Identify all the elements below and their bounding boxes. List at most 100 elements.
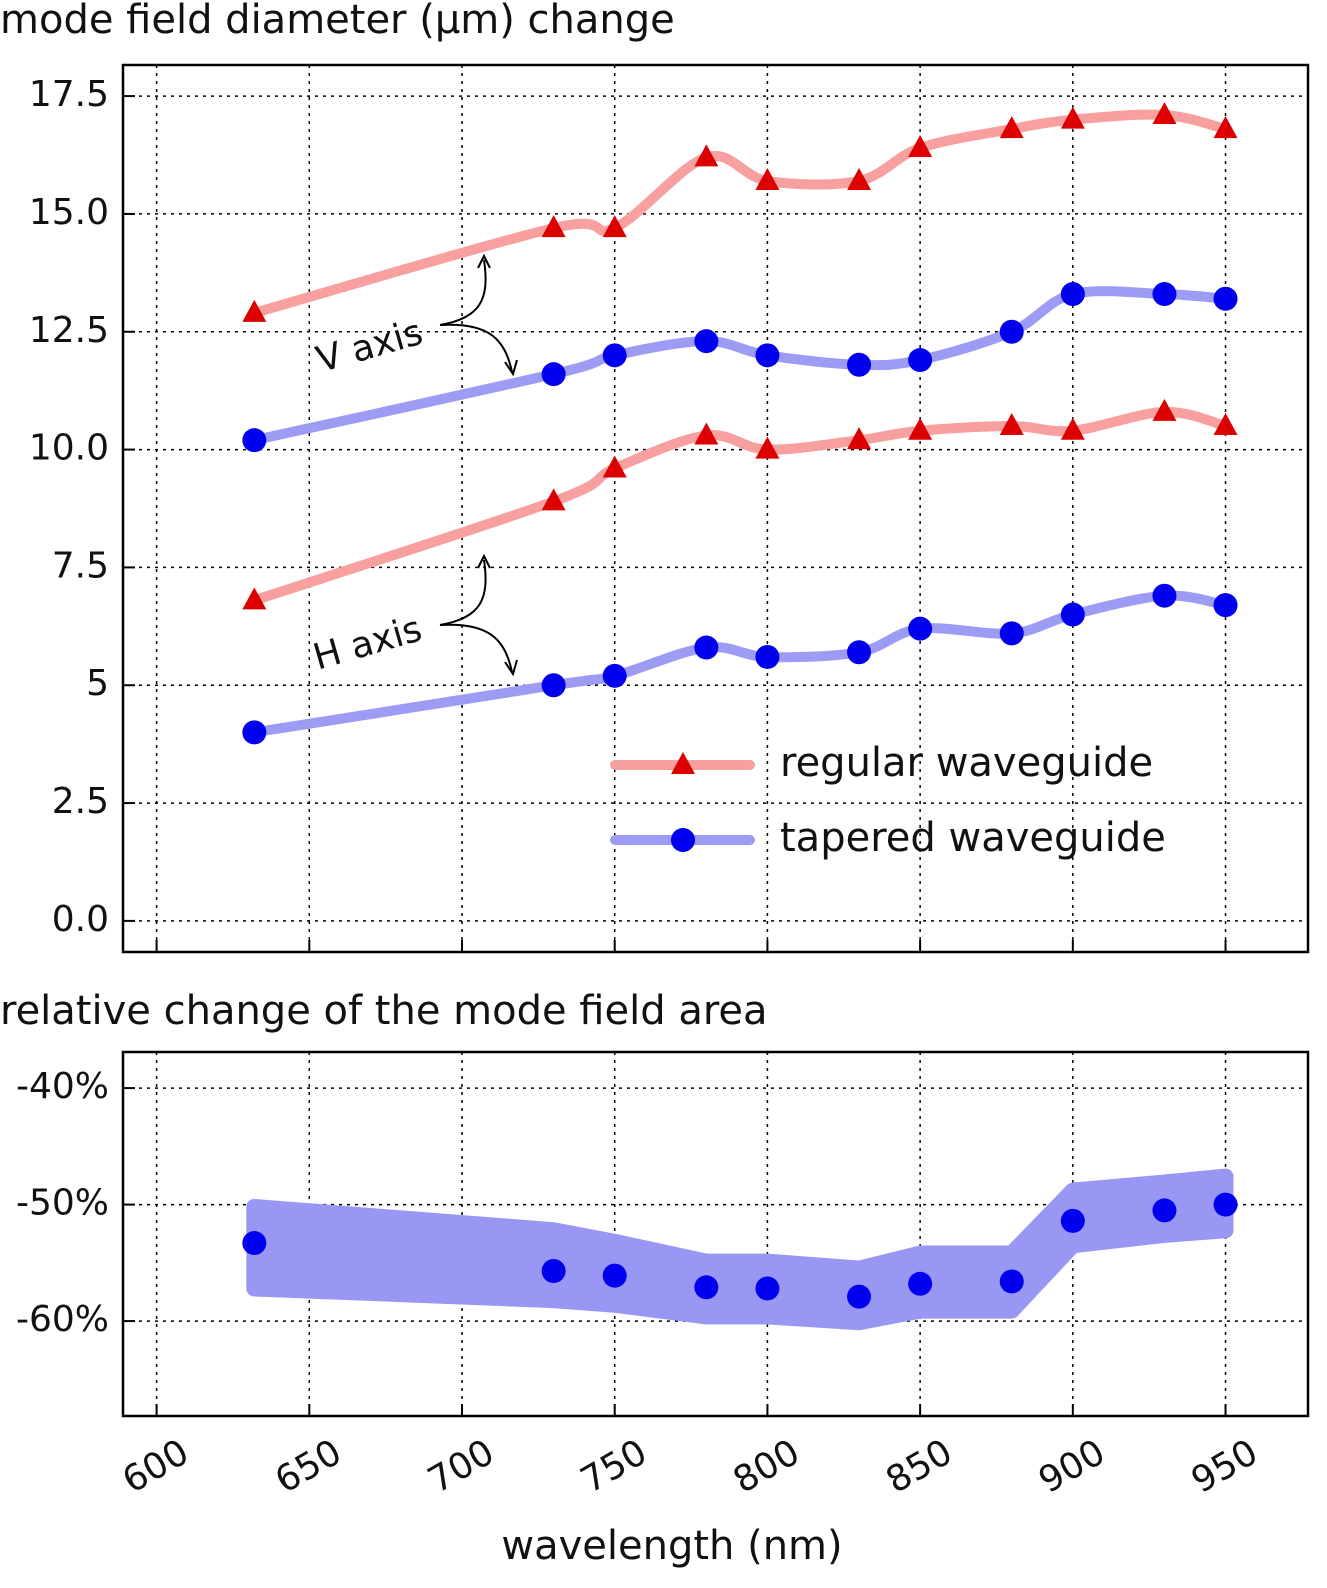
y-tick-label: 15.0	[29, 192, 109, 233]
point	[242, 1231, 267, 1256]
y-tick-label: 7.5	[52, 545, 109, 586]
plot-frame	[121, 1050, 1310, 1418]
marker	[755, 167, 780, 190]
marker	[847, 352, 872, 377]
marker	[999, 116, 1024, 139]
point	[1152, 1198, 1177, 1223]
y-tick-label: 0.0	[52, 899, 109, 940]
point	[694, 1275, 719, 1300]
x-tick-label: 600	[116, 1432, 196, 1502]
y-tick-label: 10.0	[29, 428, 109, 469]
x-tick-label: 650	[269, 1432, 349, 1502]
x-tick-label: 750	[574, 1432, 654, 1502]
legend-marker	[671, 828, 695, 852]
marker	[999, 319, 1024, 344]
arrow	[439, 259, 487, 326]
y-tick-label: 5	[86, 663, 109, 704]
marker	[908, 417, 933, 440]
marker	[541, 488, 566, 511]
marker	[1213, 593, 1238, 618]
y-tick-label: -50%	[16, 1183, 109, 1224]
marker	[908, 348, 933, 373]
y-tick-label: 17.5	[29, 74, 109, 115]
arrow-head	[504, 359, 518, 377]
point	[1060, 1208, 1085, 1233]
marker	[908, 616, 933, 641]
marker	[1213, 413, 1238, 436]
series-line	[249, 286, 1231, 446]
marker	[1060, 602, 1085, 627]
plot-frame	[121, 63, 1310, 954]
x-tick-label: 900	[1032, 1432, 1112, 1502]
marker	[1213, 286, 1238, 311]
marker	[242, 720, 267, 745]
marker	[755, 644, 780, 669]
marker	[755, 436, 780, 459]
chart-title: mode field diameter (μm) change	[0, 0, 675, 43]
y-tick-label: 2.5	[52, 781, 109, 822]
point	[1213, 1192, 1238, 1217]
point	[847, 1284, 872, 1309]
marker	[908, 134, 933, 157]
marker	[694, 144, 719, 167]
x-axis-label: wavelength (nm)	[501, 1523, 842, 1569]
annotation: H axis	[309, 609, 427, 679]
marker	[847, 427, 872, 450]
marker	[602, 455, 627, 478]
series-line	[249, 406, 1231, 606]
marker	[999, 413, 1024, 436]
point	[999, 1269, 1024, 1294]
marker	[999, 621, 1024, 646]
marker	[541, 215, 566, 238]
legend-label: regular waveguide	[780, 740, 1153, 786]
chart-title: relative change of the mode field area	[0, 988, 768, 1034]
marker	[1152, 398, 1177, 421]
arrow-head	[477, 253, 491, 269]
point	[908, 1271, 933, 1296]
annotation-arrows	[439, 253, 518, 677]
x-tick-label: 850	[879, 1432, 959, 1502]
marker	[541, 362, 566, 387]
panel: 600 650 700 750 800 850 900 950 -60% -50% -40%	[16, 1050, 1310, 1502]
marker	[694, 422, 719, 445]
panel: 0.0 2.5 5 7.5 10.0 12.5 15.0 17.5 regular wavegu…	[29, 63, 1310, 954]
marker	[242, 428, 267, 453]
x-tick-label: 700	[421, 1432, 501, 1502]
annotation: V axis	[312, 312, 427, 381]
marker	[1060, 282, 1085, 307]
legend-marker	[671, 752, 695, 774]
x-tick-label: 800	[727, 1432, 807, 1502]
arrow	[439, 323, 513, 373]
arrow	[439, 559, 487, 626]
marker	[755, 343, 780, 368]
marker	[847, 167, 872, 190]
legend-label: tapered waveguide	[780, 815, 1166, 861]
point	[755, 1276, 780, 1301]
point	[602, 1263, 627, 1288]
x-tick-label: 950	[1185, 1432, 1265, 1502]
marker	[541, 673, 566, 698]
y-tick-label: -60%	[16, 1299, 109, 1340]
marker	[847, 640, 872, 665]
marker	[694, 329, 719, 354]
marker	[602, 343, 627, 368]
band-area	[246, 1168, 1234, 1331]
marker	[242, 587, 267, 610]
marker	[1060, 417, 1085, 440]
marker	[602, 663, 627, 688]
arrow	[439, 623, 513, 673]
arrow-head	[477, 553, 491, 569]
marker	[1060, 106, 1085, 129]
marker	[602, 215, 627, 238]
point	[541, 1258, 566, 1283]
y-tick-label: -40%	[16, 1066, 109, 1107]
marker	[1213, 116, 1238, 139]
marker	[242, 299, 267, 322]
y-tick-label: 12.5	[29, 310, 109, 351]
marker	[1152, 282, 1177, 307]
marker	[1152, 583, 1177, 608]
marker	[1152, 101, 1177, 124]
marker	[694, 635, 719, 660]
